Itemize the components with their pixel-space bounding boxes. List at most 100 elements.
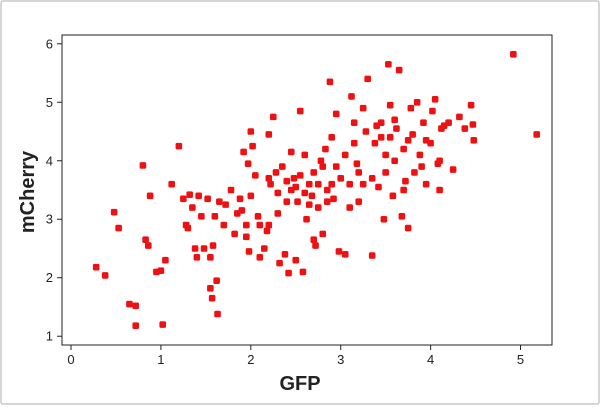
data-point <box>249 142 256 150</box>
data-point <box>243 233 250 241</box>
data-point <box>296 107 304 115</box>
data-point <box>227 186 235 194</box>
data-point <box>469 121 477 128</box>
data-point <box>449 166 457 173</box>
data-point <box>189 204 196 211</box>
data-point <box>162 256 169 264</box>
data-point <box>272 169 280 176</box>
data-point <box>359 180 367 188</box>
y-tick-label: 6 <box>46 36 53 51</box>
data-point <box>209 242 217 249</box>
data-point <box>207 284 214 292</box>
data-point <box>346 180 354 188</box>
data-point <box>386 101 394 109</box>
data-point <box>373 122 380 129</box>
data-point <box>431 96 439 103</box>
data-point <box>461 125 469 132</box>
data-point <box>305 180 313 188</box>
data-point <box>445 119 452 127</box>
data-point <box>214 310 221 318</box>
y-tick-label: 4 <box>46 153 53 168</box>
data-point <box>142 236 149 244</box>
data-point <box>355 198 362 205</box>
data-point <box>422 136 430 144</box>
data-point <box>216 198 223 205</box>
y-tick-label: 5 <box>46 95 53 110</box>
data-point <box>533 131 541 138</box>
data-point <box>319 230 327 238</box>
data-point <box>346 204 354 211</box>
data-point <box>470 136 478 144</box>
y-tick-label: 1 <box>46 329 53 344</box>
data-point <box>422 180 430 188</box>
data-point <box>335 248 343 255</box>
data-point <box>368 175 376 182</box>
data-point <box>323 186 331 194</box>
data-point <box>330 195 337 203</box>
data-point <box>382 169 389 176</box>
data-point <box>362 128 370 135</box>
data-point <box>391 116 398 124</box>
data-point <box>139 162 147 169</box>
data-point <box>168 180 175 188</box>
data-point <box>243 221 250 229</box>
y-axis-label: mCherry <box>17 150 39 233</box>
data-point <box>409 131 416 138</box>
data-point <box>256 253 264 261</box>
data-point <box>312 242 319 249</box>
data-point <box>332 163 340 170</box>
data-point <box>287 186 295 194</box>
data-point <box>285 269 292 277</box>
data-point <box>407 104 415 112</box>
data-point <box>159 321 166 328</box>
data-point <box>222 201 229 208</box>
data-point <box>276 259 283 267</box>
data-point <box>510 51 517 58</box>
y-tick-label: 3 <box>46 212 53 227</box>
y-tick-label: 2 <box>46 270 53 285</box>
data-point <box>436 157 443 165</box>
y-axis: 1 2 3 4 5 6 <box>46 36 62 344</box>
data-point <box>296 172 304 179</box>
data-point <box>301 151 309 159</box>
data-point <box>180 195 187 203</box>
data-point <box>211 213 219 220</box>
data-point <box>382 151 389 159</box>
data-point <box>198 213 205 220</box>
data-point <box>328 134 336 141</box>
data-point <box>157 267 165 275</box>
data-point <box>145 242 152 249</box>
data-point <box>247 192 255 200</box>
scatter-points <box>92 51 541 329</box>
data-point <box>420 119 427 127</box>
data-point <box>305 201 313 208</box>
x-tick-label: 2 <box>247 352 254 367</box>
data-point <box>368 252 376 259</box>
data-point <box>416 151 424 159</box>
data-point <box>328 180 336 188</box>
data-point <box>287 148 295 156</box>
data-point <box>132 322 140 329</box>
data-point <box>404 136 412 144</box>
data-point <box>207 253 214 261</box>
data-point <box>263 227 271 235</box>
data-point <box>341 151 349 159</box>
x-tick-label: 1 <box>157 352 164 367</box>
data-point <box>278 163 286 170</box>
data-point <box>385 60 392 68</box>
data-point <box>314 180 322 188</box>
data-point <box>359 104 367 112</box>
data-point <box>184 224 192 232</box>
data-point <box>429 107 436 115</box>
data-point <box>294 198 301 205</box>
data-point <box>375 183 382 191</box>
data-point <box>413 98 421 106</box>
data-point <box>265 221 273 229</box>
data-point <box>175 142 183 150</box>
data-point <box>265 131 273 138</box>
data-point <box>231 230 238 238</box>
x-tick-label: 0 <box>67 352 74 367</box>
data-point <box>260 245 268 252</box>
